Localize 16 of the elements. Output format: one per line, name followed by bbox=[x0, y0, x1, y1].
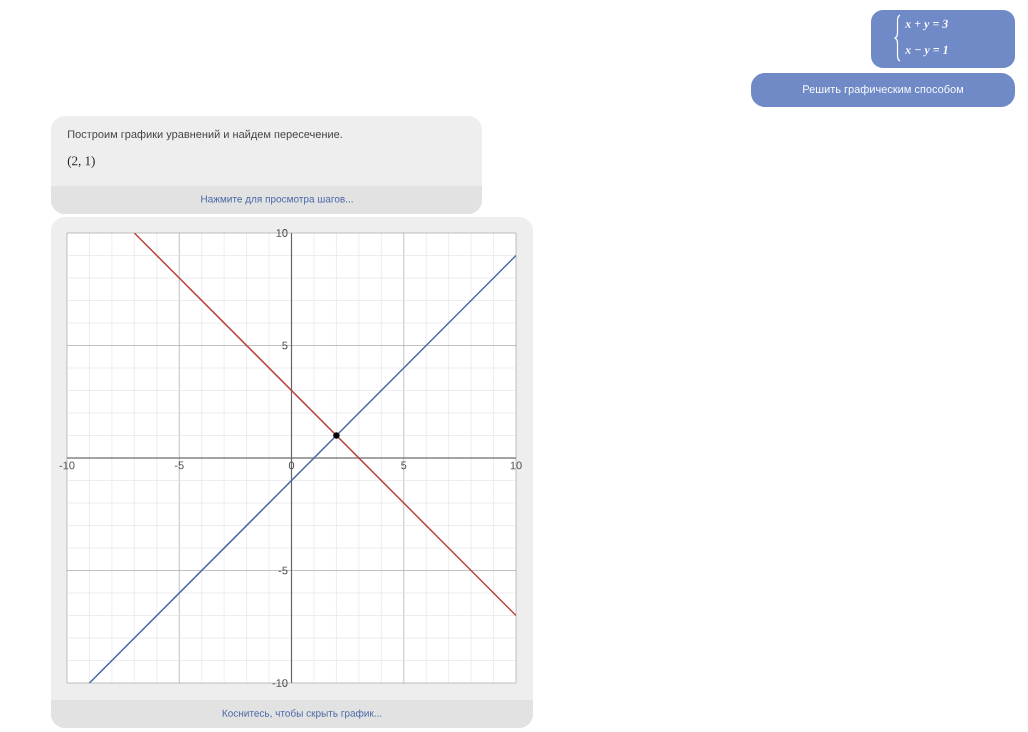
y-tick-label: 10 bbox=[276, 229, 288, 237]
y-tick-label: -10 bbox=[272, 679, 288, 687]
x-tick-label: 5 bbox=[401, 461, 407, 470]
x-tick-label: 10 bbox=[510, 461, 522, 470]
text: x − y = 1 bbox=[905, 45, 948, 57]
x-tick-label: -5 bbox=[174, 461, 184, 470]
x-tick-label: -10 bbox=[59, 461, 75, 470]
text: Нажмите для просмотра шагов... bbox=[201, 195, 353, 205]
y-tick-label: 5 bbox=[282, 341, 288, 350]
text: Решить графическим способом bbox=[803, 84, 963, 96]
text: (2, 1) bbox=[67, 156, 95, 168]
y-tick-label: -5 bbox=[278, 566, 288, 575]
text: x + y = 3 bbox=[905, 19, 948, 31]
x-tick-label: 0 bbox=[288, 461, 295, 470]
text: Коснитесь, чтобы скрыть график... bbox=[222, 709, 382, 719]
text: Построим графики уравнений и найдем пересечение. bbox=[68, 129, 342, 141]
